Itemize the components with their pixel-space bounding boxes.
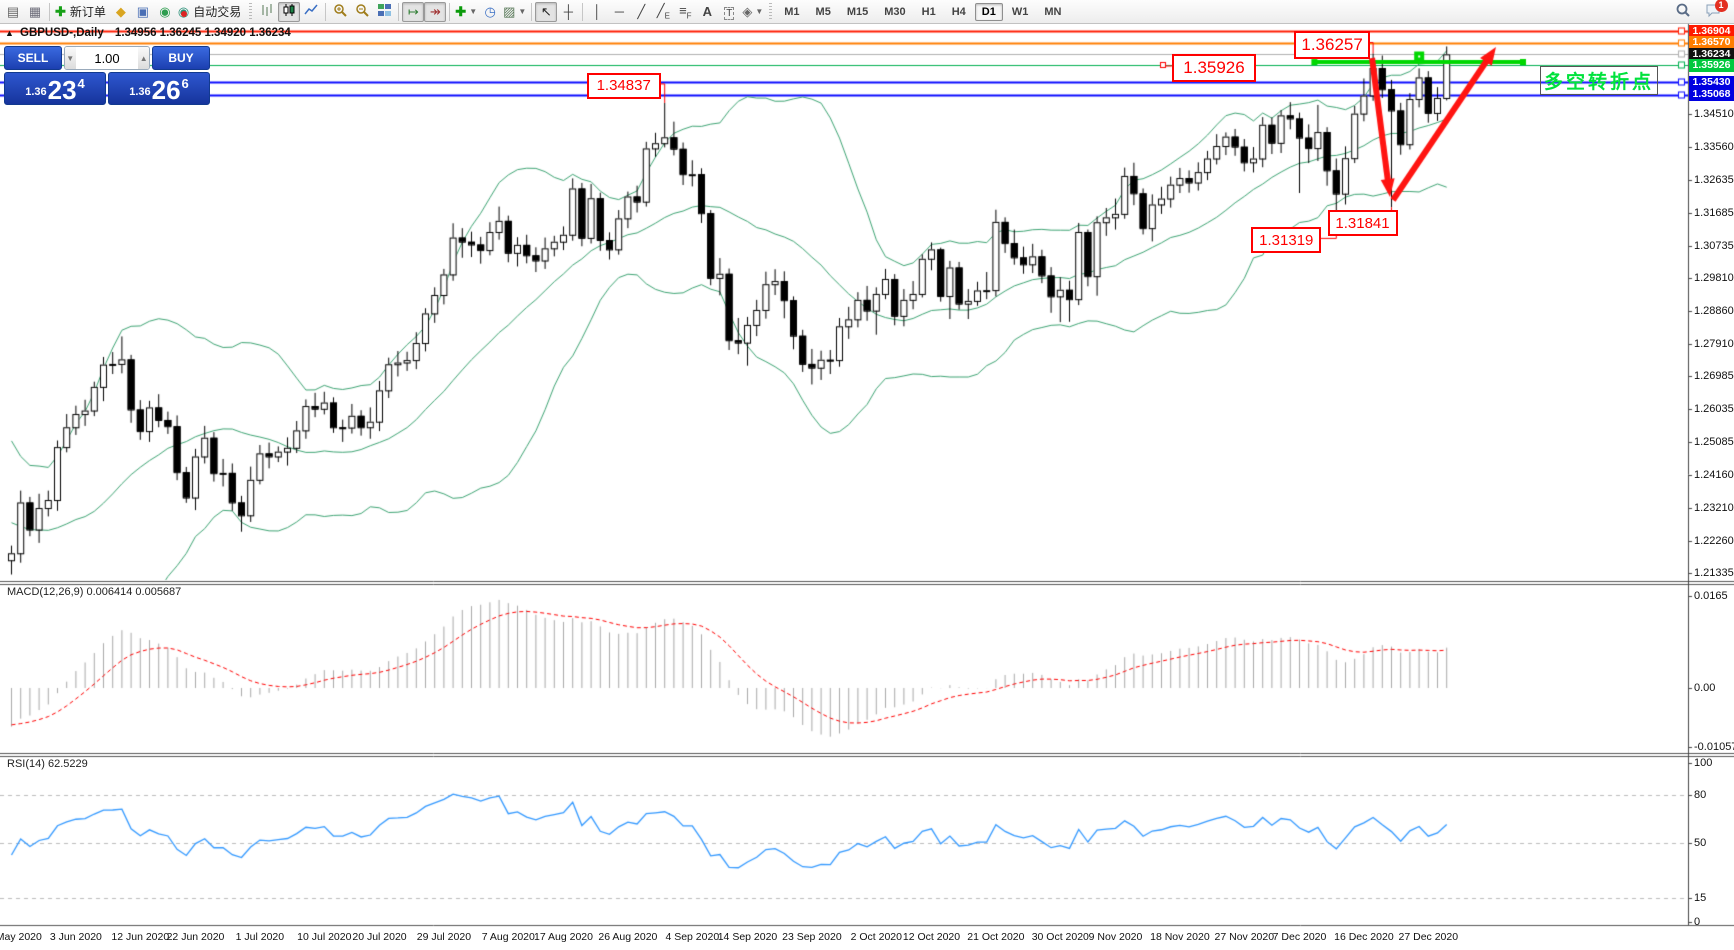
time-axis-label: 30 Oct 2020: [1031, 931, 1089, 943]
price-axis-tick: 1.29810: [1694, 271, 1734, 284]
sell-price-small: 1.36: [25, 86, 47, 98]
lot-decrease-button[interactable]: ▼: [65, 47, 76, 69]
price-axis-tick: 1.33560: [1694, 141, 1734, 154]
time-axis-label: 17 Aug 2020: [534, 931, 593, 943]
rsi-axis-tick: 100: [1694, 757, 1713, 769]
price-axis-tick: 1.21335: [1694, 566, 1734, 579]
bull-bear-note[interactable]: 多空转折点: [1540, 66, 1658, 95]
symbol-period-label: GBPUSD-,Daily: [20, 27, 104, 39]
price-annotation[interactable]: 1.34837: [586, 72, 661, 99]
time-axis-label: 27 Dec 2020: [1398, 931, 1459, 943]
price-tag: 1.36234: [1689, 47, 1734, 61]
time-axis-label: 20 Jul 2020: [352, 931, 407, 943]
price-tag: 1.35068: [1689, 88, 1734, 102]
macd-indicator-label: MACD(12,26,9) 0.006414 0.005687: [4, 586, 185, 598]
time-axis-label: 18 Nov 2020: [1150, 931, 1210, 943]
price-tag: 1.35430: [1689, 75, 1734, 89]
lot-increase-button[interactable]: ▲: [138, 47, 149, 69]
macd-axis-tick: 0.0165: [1694, 589, 1728, 602]
rsi-axis-tick: 0: [1694, 916, 1701, 928]
price-annotation[interactable]: 1.31319: [1251, 227, 1322, 254]
time-axis-label: 21 Oct 2020: [967, 931, 1025, 943]
time-axis-label: 23 Sep 2020: [782, 931, 842, 943]
time-axis-label: 4 Sep 2020: [665, 931, 720, 943]
price-axis-tick: 1.25085: [1694, 436, 1734, 449]
price-axis-tick: 1.26985: [1694, 370, 1734, 383]
time-axis-label: 3 Jun 2020: [49, 931, 102, 943]
price-annotation[interactable]: 1.36257: [1294, 30, 1371, 59]
sell-price[interactable]: 1.36 23 4: [4, 72, 106, 105]
ohlc-quotes: 1.34956 1.36245 1.34920 1.36234: [114, 27, 291, 39]
price-annotation[interactable]: 1.35926: [1172, 54, 1256, 82]
buy-price-sup: 6: [181, 76, 189, 91]
rsi-indicator-label: RSI(14) 62.5229: [4, 758, 91, 770]
buy-price-small: 1.36: [129, 86, 151, 98]
price-axis-tick: 1.26035: [1694, 403, 1734, 416]
price-axis-tick: 1.28860: [1694, 305, 1734, 317]
time-axis-label: 10 Jul 2020: [297, 931, 352, 943]
sell-price-sup: 4: [77, 76, 85, 91]
sell-price-big: 23: [47, 75, 77, 105]
rsi-axis-tick: 15: [1694, 892, 1707, 905]
time-axis-label: 27 Nov 2020: [1214, 931, 1275, 943]
time-axis-label: 2 Oct 2020: [850, 931, 902, 943]
price-annotation[interactable]: 1.31841: [1327, 210, 1398, 237]
time-axis-label: 14 Sep 2020: [717, 931, 778, 943]
lot-size-input[interactable]: [75, 47, 139, 69]
buy-price-big: 26: [151, 75, 181, 105]
chart-corner-icon: ▲: [5, 28, 14, 38]
time-axis-label: 9 Nov 2020: [1088, 931, 1143, 943]
one-click-trading-panel: SELL ▼ ▲ BUY 1.36 23 4 1.36 26 6: [4, 46, 210, 105]
price-tag: 1.35926: [1689, 58, 1734, 72]
price-axis-tick: 1.32635: [1694, 173, 1734, 186]
time-axis-label: 22 Jun 2020: [166, 931, 225, 943]
lot-size-stepper: ▼ ▲: [64, 46, 150, 70]
price-tag: 1.36904: [1689, 24, 1734, 38]
rsi-axis-tick: 50: [1694, 836, 1707, 849]
buy-button[interactable]: BUY: [152, 46, 210, 70]
sell-button[interactable]: SELL: [4, 46, 62, 70]
buy-price[interactable]: 1.36 26 6: [108, 72, 210, 105]
price-axis-tick: 1.27910: [1694, 338, 1734, 351]
price-axis-tick: 1.30735: [1694, 239, 1734, 252]
price-axis-tick: 1.34510: [1694, 108, 1734, 121]
time-axis-label: 7 Aug 2020: [481, 931, 535, 943]
price-tag: 1.36570: [1689, 36, 1734, 50]
rsi-axis-tick: 80: [1694, 788, 1707, 801]
price-axis-tick: 1.22260: [1694, 534, 1734, 547]
time-axis-label: 25 May 2020: [0, 931, 42, 943]
price-axis-tick: 1.31685: [1694, 206, 1734, 219]
time-axis-label: 7 Dec 2020: [1272, 931, 1327, 943]
time-axis-label: 12 Jun 2020: [111, 931, 170, 943]
chart-title: GBPUSD-,Daily 1.34956 1.36245 1.34920 1.…: [20, 27, 291, 39]
macd-axis-tick: 0.00: [1694, 682, 1716, 694]
time-axis-label: 1 Jul 2020: [235, 931, 285, 943]
time-axis-label: 26 Aug 2020: [598, 931, 658, 943]
price-axis-tick: 1.23210: [1694, 501, 1734, 514]
macd-axis-tick: -0.010571: [1694, 740, 1734, 753]
time-axis-label: 16 Dec 2020: [1334, 931, 1394, 943]
time-axis-label: 12 Oct 2020: [902, 931, 961, 943]
price-axis-tick: 1.24160: [1694, 468, 1734, 481]
bull-bear-note-text: 多空转折点: [1543, 72, 1654, 93]
time-axis-label: 29 Jul 2020: [416, 931, 472, 943]
